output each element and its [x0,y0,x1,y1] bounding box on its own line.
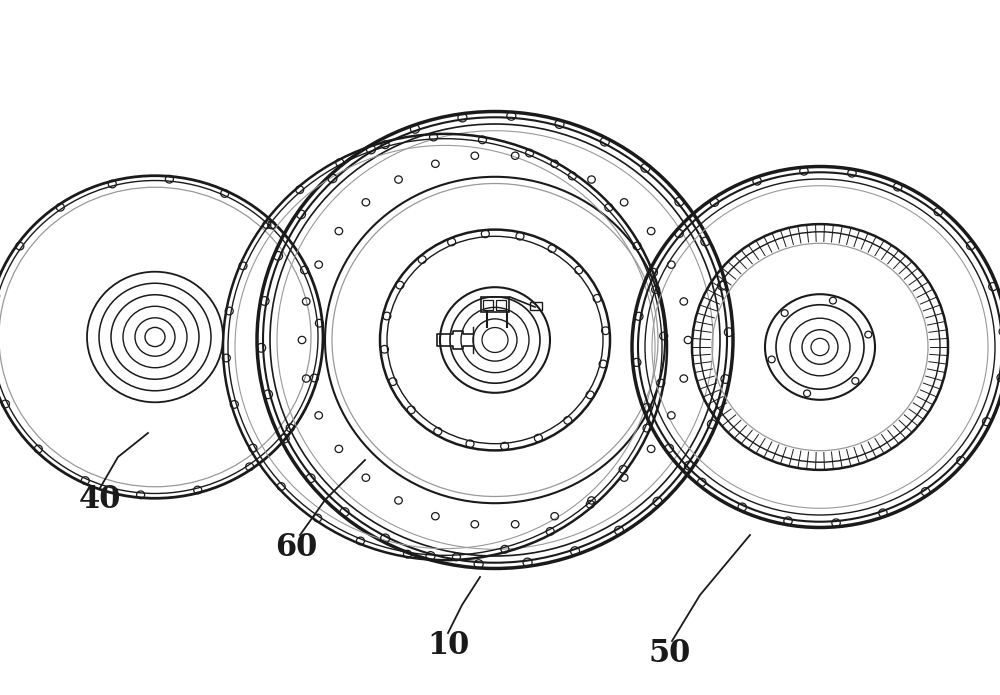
Bar [496,300,506,310]
Text: 50: 50 [649,637,691,669]
Text: 60: 60 [275,532,317,562]
Bar [530,302,542,310]
Bar [481,297,509,312]
Bar [483,300,493,310]
Text: 10: 10 [427,630,469,660]
Text: 40: 40 [79,484,121,516]
